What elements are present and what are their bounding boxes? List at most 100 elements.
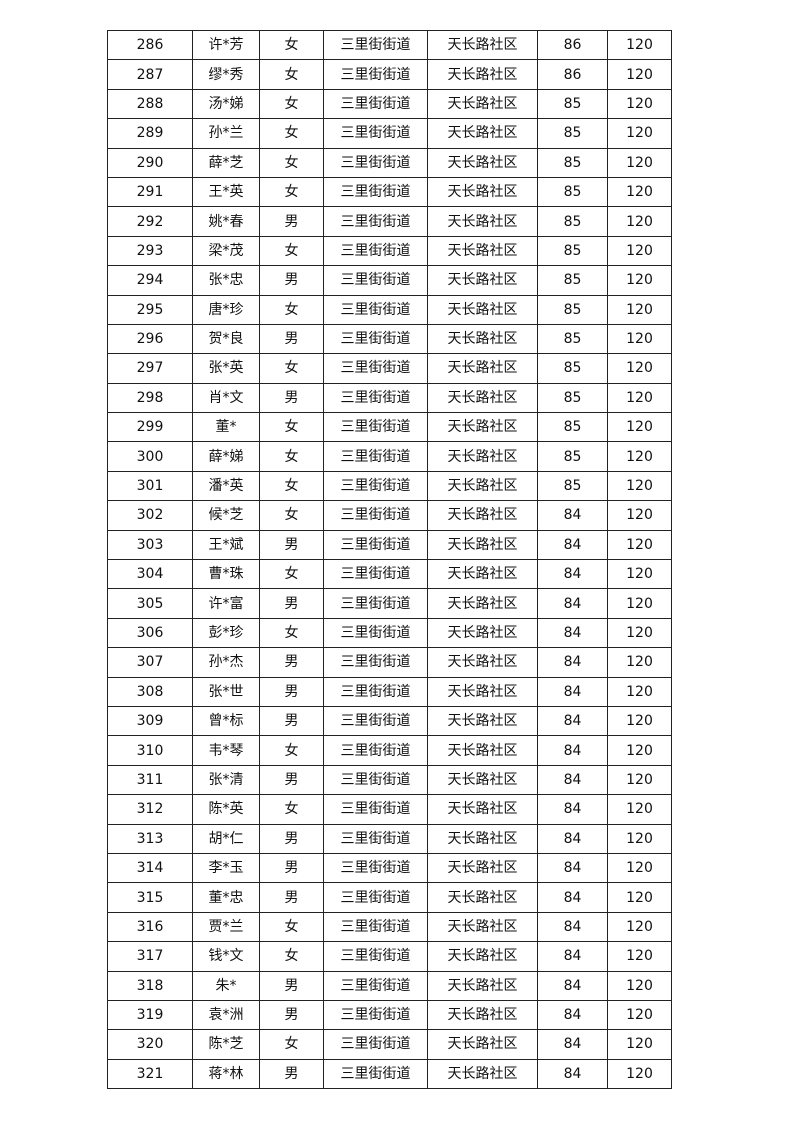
amount-cell: 120 xyxy=(607,617,672,649)
amount-cell: 120 xyxy=(607,265,672,296)
serial-number-cell: 287 xyxy=(107,59,193,90)
age-cell: 85 xyxy=(537,382,608,414)
gender-cell: 男 xyxy=(259,764,324,796)
gender-cell: 女 xyxy=(259,59,324,90)
amount-cell: 120 xyxy=(607,382,672,414)
amount-cell: 120 xyxy=(607,588,672,619)
gender-cell: 女 xyxy=(259,941,324,972)
age-cell: 84 xyxy=(537,1029,608,1060)
age-cell: 85 xyxy=(537,206,608,237)
street-cell: 三里街街道 xyxy=(323,500,428,531)
amount-cell: 120 xyxy=(607,1029,672,1060)
gender-cell: 男 xyxy=(259,852,324,884)
gender-cell: 男 xyxy=(259,206,324,237)
table-row: 314 李*玉男三里街街道 天长路社区 84 120 xyxy=(107,852,672,884)
amount-cell: 120 xyxy=(607,412,672,443)
community-cell: 天长路社区 xyxy=(427,647,538,678)
amount-cell: 120 xyxy=(607,470,672,502)
street-cell: 三里街街道 xyxy=(323,970,428,1001)
gender-cell: 女 xyxy=(259,617,324,649)
gender-cell: 男 xyxy=(259,647,324,678)
community-cell: 天长路社区 xyxy=(427,265,538,296)
table-row: 297 张*英女三里街街道 天长路社区 85 120 xyxy=(107,353,672,384)
age-cell: 84 xyxy=(537,588,608,619)
serial-number-cell: 318 xyxy=(107,970,193,1001)
age-cell: 84 xyxy=(537,911,608,943)
table-row: 287 缪*秀女三里街街道 天长路社区 86 120 xyxy=(107,59,672,90)
amount-cell: 120 xyxy=(607,999,672,1031)
name-cell: 孙*杰 xyxy=(192,647,260,678)
serial-number-cell: 310 xyxy=(107,735,193,766)
serial-number-cell: 291 xyxy=(107,176,193,208)
gender-cell: 男 xyxy=(259,1058,324,1090)
age-cell: 84 xyxy=(537,559,608,590)
age-cell: 85 xyxy=(537,470,608,502)
serial-number-cell: 311 xyxy=(107,764,193,796)
street-cell: 三里街街道 xyxy=(323,999,428,1031)
name-cell: 韦*琴 xyxy=(192,735,260,766)
table-row: 308 张*世男三里街街道 天长路社区 84 120 xyxy=(107,676,672,707)
community-cell: 天长路社区 xyxy=(427,29,538,61)
table-row: 290 薛*芝女三里街街道 天长路社区 85 120 xyxy=(107,147,672,178)
name-cell: 钱*文 xyxy=(192,941,260,972)
community-cell: 天长路社区 xyxy=(427,412,538,443)
gender-cell: 女 xyxy=(259,176,324,208)
street-cell: 三里街街道 xyxy=(323,29,428,61)
table-row: 300 薛*娣女三里街街道 天长路社区 85 120 xyxy=(107,441,672,472)
street-cell: 三里街街道 xyxy=(323,1058,428,1090)
community-cell: 天长路社区 xyxy=(427,529,538,561)
community-cell: 天长路社区 xyxy=(427,794,538,825)
gender-cell: 女 xyxy=(259,911,324,943)
gender-cell: 女 xyxy=(259,1029,324,1060)
name-cell: 王*斌 xyxy=(192,529,260,561)
serial-number-cell: 303 xyxy=(107,529,193,561)
table-row: 303 王*斌男三里街街道 天长路社区 84 120 xyxy=(107,529,672,561)
serial-number-cell: 292 xyxy=(107,206,193,237)
age-cell: 84 xyxy=(537,882,608,913)
name-cell: 陈*英 xyxy=(192,794,260,825)
gender-cell: 女 xyxy=(259,500,324,531)
table-row: 302 候*芝女三里街街道 天长路社区 84 120 xyxy=(107,500,672,531)
serial-number-cell: 321 xyxy=(107,1058,193,1090)
amount-cell: 120 xyxy=(607,559,672,590)
street-cell: 三里街街道 xyxy=(323,412,428,443)
street-cell: 三里街街道 xyxy=(323,176,428,208)
serial-number-cell: 296 xyxy=(107,323,193,355)
street-cell: 三里街街道 xyxy=(323,676,428,707)
street-cell: 三里街街道 xyxy=(323,265,428,296)
street-cell: 三里街街道 xyxy=(323,705,428,737)
street-cell: 三里街街道 xyxy=(323,794,428,825)
name-cell: 张*英 xyxy=(192,353,260,384)
name-cell: 许*富 xyxy=(192,588,260,619)
serial-number-cell: 299 xyxy=(107,412,193,443)
amount-cell: 120 xyxy=(607,500,672,531)
table-row: 313 胡*仁男三里街街道 天长路社区 84 120 xyxy=(107,823,672,854)
age-cell: 85 xyxy=(537,265,608,296)
gender-cell: 女 xyxy=(259,294,324,325)
community-cell: 天长路社区 xyxy=(427,1058,538,1090)
gender-cell: 男 xyxy=(259,588,324,619)
name-cell: 胡*仁 xyxy=(192,823,260,854)
community-cell: 天长路社区 xyxy=(427,999,538,1031)
community-cell: 天长路社区 xyxy=(427,470,538,502)
serial-number-cell: 293 xyxy=(107,235,193,267)
amount-cell: 120 xyxy=(607,794,672,825)
street-cell: 三里街街道 xyxy=(323,617,428,649)
table-row: 286 许*芳女三里街街道 天长路社区 86 120 xyxy=(107,29,672,61)
amount-cell: 120 xyxy=(607,647,672,678)
age-cell: 84 xyxy=(537,705,608,737)
community-cell: 天长路社区 xyxy=(427,852,538,884)
amount-cell: 120 xyxy=(607,941,672,972)
amount-cell: 120 xyxy=(607,147,672,178)
table-row: 296 贺*良男三里街街道 天长路社区 85 120 xyxy=(107,323,672,355)
amount-cell: 120 xyxy=(607,676,672,707)
gender-cell: 女 xyxy=(259,88,324,120)
table-row: 291 王*英女三里街街道 天长路社区 85 120 xyxy=(107,176,672,208)
serial-number-cell: 307 xyxy=(107,647,193,678)
roster-table: 286 许*芳女三里街街道 天长路社区 86 120 287 缪*秀女三里街街道 天长路社区 8… xyxy=(107,29,672,1090)
table-row: 289 孙*兰女三里街街道 天长路社区 85 120 xyxy=(107,118,672,149)
age-cell: 85 xyxy=(537,176,608,208)
amount-cell: 120 xyxy=(607,353,672,384)
gender-cell: 女 xyxy=(259,441,324,472)
name-cell: 贾*兰 xyxy=(192,911,260,943)
